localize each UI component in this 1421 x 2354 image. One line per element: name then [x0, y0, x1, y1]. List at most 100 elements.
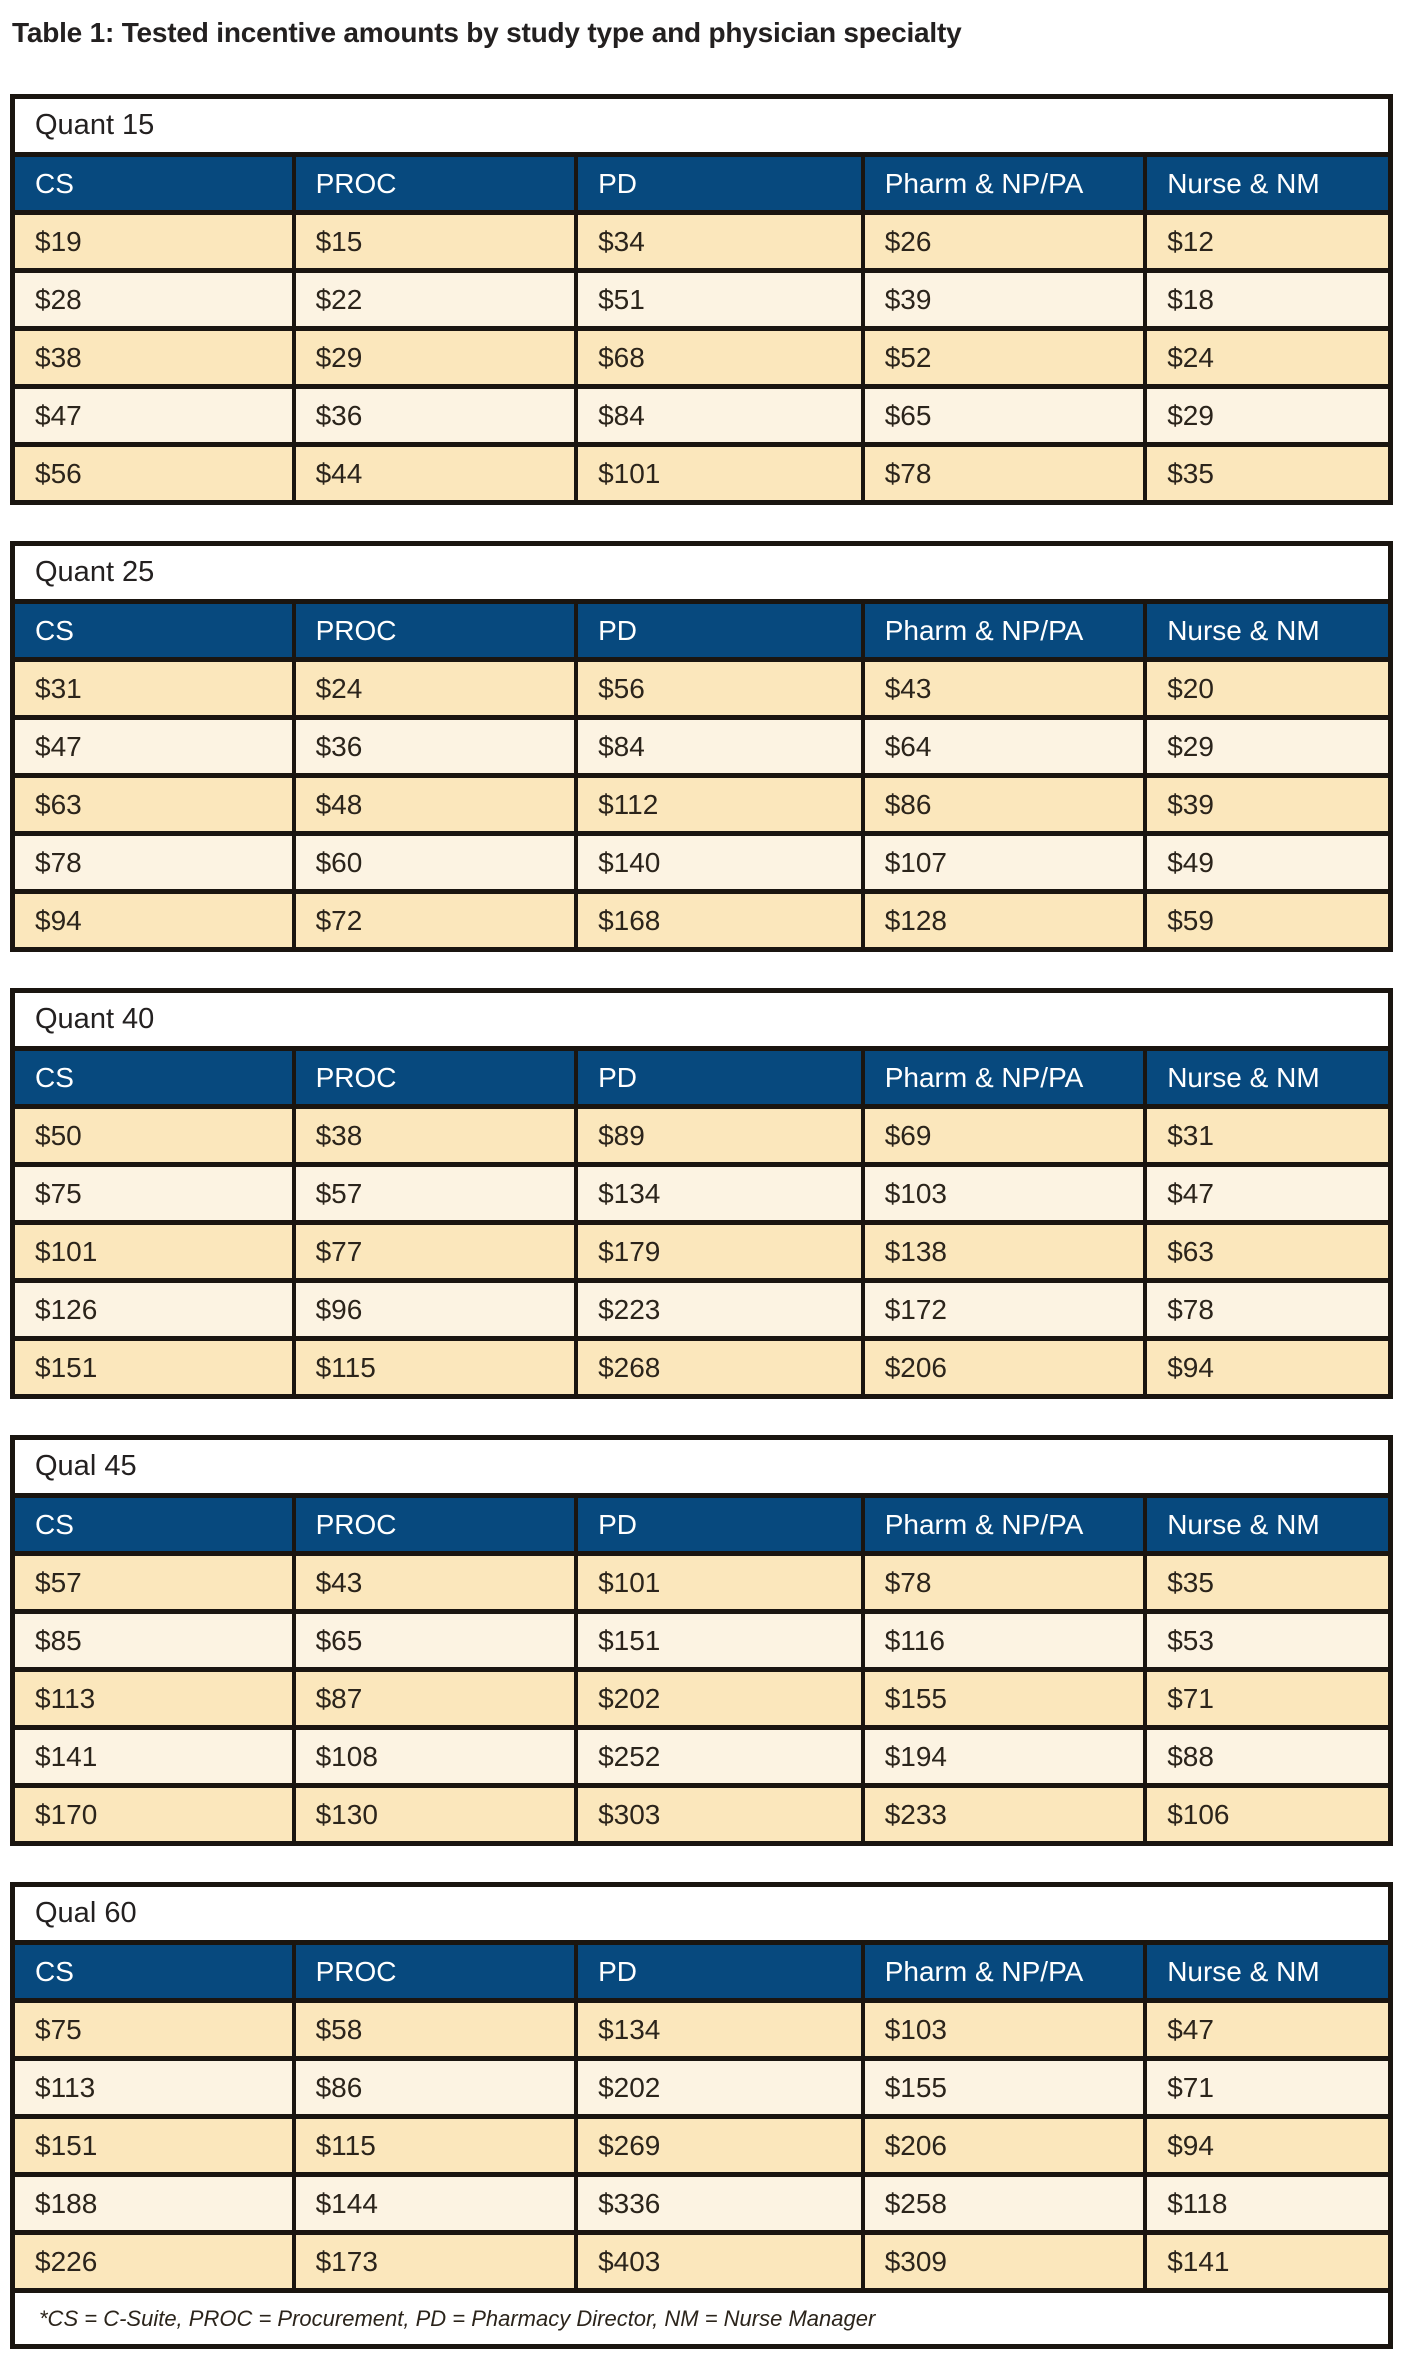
column-header-row: CS PROC PD Pharm & NP/PA Nurse & NM [10, 1046, 1393, 1109]
column-header-pd: PD [574, 1046, 865, 1109]
amount-cell: $56 [574, 657, 865, 720]
column-header-cs: CS [10, 1046, 296, 1109]
amount-cell: $89 [574, 1104, 865, 1167]
amount-cell: $38 [10, 326, 296, 389]
column-header-nurse: Nurse & NM [1143, 1493, 1393, 1556]
tables-container: Quant 15 CS PROC PD Pharm & NP/PA Nurse & NM $… [10, 94, 1403, 2349]
footnote-text: *CS = C-Suite, PROC = Procurement, PD = … [10, 2288, 1393, 2349]
amount-cell: $188 [10, 2172, 296, 2235]
amount-cell: $47 [10, 715, 296, 778]
table-row: $151 $115 $269 $206 $94 [10, 2114, 1393, 2177]
amount-cell: $49 [1143, 831, 1393, 894]
amount-cell: $50 [10, 1104, 296, 1167]
column-header-pharm: Pharm & NP/PA [860, 599, 1148, 662]
amount-cell: $31 [1143, 1104, 1393, 1167]
amount-cell: $56 [10, 442, 296, 505]
amount-cell: $172 [860, 1278, 1148, 1341]
amount-cell: $29 [1143, 384, 1393, 447]
amount-cell: $134 [574, 1998, 865, 2061]
amount-cell: $141 [1143, 2230, 1393, 2293]
incentive-table-quant-15: Quant 15 CS PROC PD Pharm & NP/PA Nurse & NM $… [10, 94, 1393, 505]
amount-cell: $179 [574, 1220, 865, 1283]
table-label-row: Qual 45 [10, 1435, 1393, 1498]
amount-cell: $78 [860, 442, 1148, 505]
table-row: $188 $144 $336 $258 $118 [10, 2172, 1393, 2235]
amount-cell: $155 [860, 2056, 1148, 2119]
column-header-nurse: Nurse & NM [1143, 1940, 1393, 2003]
amount-cell: $116 [860, 1609, 1148, 1672]
amount-cell: $58 [291, 1998, 579, 2061]
amount-cell: $44 [291, 442, 579, 505]
table-row: $47 $36 $84 $64 $29 [10, 715, 1393, 778]
amount-cell: $202 [574, 2056, 865, 2119]
amount-cell: $31 [10, 657, 296, 720]
amount-cell: $19 [10, 210, 296, 273]
amount-cell: $15 [291, 210, 579, 273]
amount-cell: $206 [860, 2114, 1148, 2177]
amount-cell: $51 [574, 268, 865, 331]
table-row: $113 $87 $202 $155 $71 [10, 1667, 1393, 1730]
amount-cell: $94 [1143, 2114, 1393, 2177]
amount-cell: $75 [10, 1162, 296, 1225]
table-label-row: Quant 15 [10, 94, 1393, 157]
amount-cell: $35 [1143, 442, 1393, 505]
amount-cell: $155 [860, 1667, 1148, 1730]
amount-cell: $43 [291, 1551, 579, 1614]
table-row: $47 $36 $84 $65 $29 [10, 384, 1393, 447]
table-row: $38 $29 $68 $52 $24 [10, 326, 1393, 389]
amount-cell: $134 [574, 1162, 865, 1225]
amount-cell: $101 [574, 442, 865, 505]
amount-cell: $34 [574, 210, 865, 273]
table-label: Qual 45 [10, 1435, 1393, 1498]
column-header-proc: PROC [291, 152, 579, 215]
amount-cell: $22 [291, 268, 579, 331]
amount-cell: $115 [291, 1336, 579, 1399]
amount-cell: $63 [1143, 1220, 1393, 1283]
amount-cell: $47 [1143, 1998, 1393, 2061]
column-header-nurse: Nurse & NM [1143, 1046, 1393, 1109]
amount-cell: $101 [574, 1551, 865, 1614]
column-header-nurse: Nurse & NM [1143, 599, 1393, 662]
amount-cell: $86 [860, 773, 1148, 836]
amount-cell: $252 [574, 1725, 865, 1788]
column-header-pd: PD [574, 152, 865, 215]
column-header-pharm: Pharm & NP/PA [860, 152, 1148, 215]
table-row: $75 $57 $134 $103 $47 [10, 1162, 1393, 1225]
column-header-row: CS PROC PD Pharm & NP/PA Nurse & NM [10, 1940, 1393, 2003]
column-header-pd: PD [574, 599, 865, 662]
amount-cell: $108 [291, 1725, 579, 1788]
column-header-proc: PROC [291, 1940, 579, 2003]
amount-cell: $94 [10, 889, 296, 952]
amount-cell: $309 [860, 2230, 1148, 2293]
amount-cell: $78 [860, 1551, 1148, 1614]
amount-cell: $71 [1143, 2056, 1393, 2119]
amount-cell: $94 [1143, 1336, 1393, 1399]
column-header-proc: PROC [291, 1046, 579, 1109]
amount-cell: $96 [291, 1278, 579, 1341]
amount-cell: $151 [10, 1336, 296, 1399]
amount-cell: $107 [860, 831, 1148, 894]
amount-cell: $88 [1143, 1725, 1393, 1788]
table-row: $101 $77 $179 $138 $63 [10, 1220, 1393, 1283]
table-row: $141 $108 $252 $194 $88 [10, 1725, 1393, 1788]
amount-cell: $84 [574, 715, 865, 778]
amount-cell: $103 [860, 1162, 1148, 1225]
amount-cell: $24 [1143, 326, 1393, 389]
amount-cell: $106 [1143, 1783, 1393, 1846]
footnote-row: *CS = C-Suite, PROC = Procurement, PD = … [10, 2288, 1393, 2349]
table-label-row: Quant 40 [10, 988, 1393, 1051]
amount-cell: $77 [291, 1220, 579, 1283]
table-label: Qual 60 [10, 1882, 1393, 1945]
amount-cell: $53 [1143, 1609, 1393, 1672]
amount-cell: $403 [574, 2230, 865, 2293]
amount-cell: $72 [291, 889, 579, 952]
amount-cell: $140 [574, 831, 865, 894]
amount-cell: $87 [291, 1667, 579, 1730]
table-row: $57 $43 $101 $78 $35 [10, 1551, 1393, 1614]
amount-cell: $113 [10, 1667, 296, 1730]
incentive-table-qual-60: Qual 60 CS PROC PD Pharm & NP/PA Nurse & NM $7… [10, 1882, 1393, 2349]
amount-cell: $194 [860, 1725, 1148, 1788]
amount-cell: $39 [860, 268, 1148, 331]
table-row: $170 $130 $303 $233 $106 [10, 1783, 1393, 1846]
